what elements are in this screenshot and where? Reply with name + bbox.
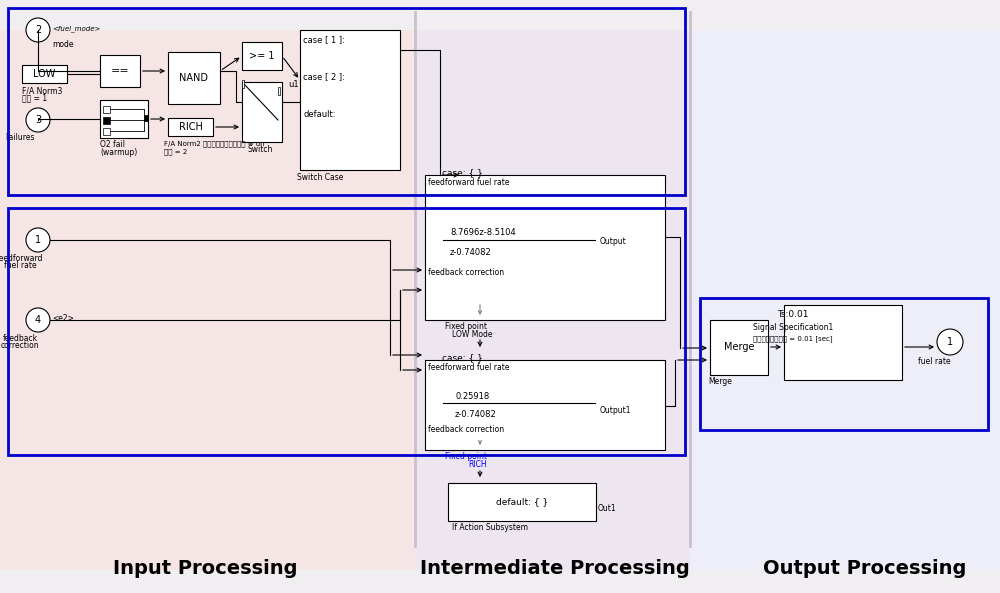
Text: 1: 1 — [947, 337, 953, 347]
Text: Fixed point: Fixed point — [445, 452, 487, 461]
Text: 8.7696z-8.5104: 8.7696z-8.5104 — [450, 228, 516, 237]
Text: Switch: Switch — [248, 145, 273, 154]
Bar — [144, 115, 148, 121]
Bar — [0, 30, 415, 570]
Text: Input Processing: Input Processing — [113, 559, 297, 578]
Text: ==: == — [111, 66, 129, 76]
Bar — [300, 30, 400, 170]
Text: Fixed point: Fixed point — [445, 322, 487, 331]
Text: Ts:0.01: Ts:0.01 — [777, 310, 809, 319]
Text: feedforward fuel rate: feedforward fuel rate — [428, 363, 510, 372]
Bar — [168, 52, 220, 104]
Circle shape — [26, 228, 50, 252]
Text: (warmup): (warmup) — [100, 148, 137, 157]
Bar — [415, 30, 690, 570]
Text: 2: 2 — [35, 25, 41, 35]
Text: LOW Mode: LOW Mode — [452, 330, 492, 339]
Text: u1: u1 — [288, 80, 299, 89]
Bar — [242, 42, 282, 70]
Text: F/A Norm3: F/A Norm3 — [22, 86, 62, 95]
Text: default:: default: — [303, 110, 336, 119]
Bar — [700, 298, 988, 430]
Bar — [710, 320, 768, 375]
Bar — [103, 106, 110, 113]
Text: RICH: RICH — [468, 460, 487, 469]
Bar — [100, 100, 148, 138]
Text: RICH: RICH — [179, 122, 202, 132]
Text: 定数 = 2: 定数 = 2 — [164, 148, 187, 155]
Bar — [22, 65, 67, 83]
Bar — [242, 82, 282, 142]
Text: feedback: feedback — [2, 334, 38, 343]
Bar — [425, 175, 665, 320]
Text: Output Processing: Output Processing — [763, 559, 967, 578]
Text: Merge: Merge — [708, 377, 732, 386]
Text: 3: 3 — [35, 115, 41, 125]
Bar — [100, 55, 140, 87]
Text: LOW: LOW — [33, 69, 56, 79]
Text: 0.25918: 0.25918 — [455, 392, 489, 401]
Text: F/A Norm2 整数でオーバーフロー = on: F/A Norm2 整数でオーバーフロー = on — [164, 140, 265, 146]
Text: 4: 4 — [35, 315, 41, 325]
Text: Merge: Merge — [724, 343, 754, 352]
Bar — [242, 80, 244, 88]
Text: Intermediate Processing: Intermediate Processing — [420, 559, 690, 578]
Circle shape — [26, 108, 50, 132]
Bar — [103, 117, 110, 124]
Text: 定数 = 1: 定数 = 1 — [22, 93, 47, 102]
Text: Output1: Output1 — [600, 406, 632, 415]
Text: z-0.74082: z-0.74082 — [450, 248, 492, 257]
Bar — [8, 208, 685, 455]
Text: fuel rate: fuel rate — [4, 261, 36, 270]
Text: mode: mode — [52, 40, 74, 49]
Circle shape — [26, 18, 50, 42]
Text: 1: 1 — [35, 235, 41, 245]
Circle shape — [26, 308, 50, 332]
Text: NAND: NAND — [180, 73, 208, 83]
Text: fuel rate: fuel rate — [918, 357, 950, 366]
Text: case [ 2 ]:: case [ 2 ]: — [303, 72, 345, 81]
Bar — [168, 118, 213, 136]
Text: <fuel_mode>: <fuel_mode> — [52, 25, 100, 32]
Bar — [425, 360, 665, 450]
Text: case: { }: case: { } — [442, 168, 482, 177]
Text: >= 1: >= 1 — [249, 51, 275, 61]
Text: Output: Output — [600, 237, 627, 246]
Bar — [690, 30, 1000, 570]
Bar — [278, 87, 280, 95]
Text: O2 fail: O2 fail — [100, 140, 125, 149]
Text: case [ 1 ]:: case [ 1 ]: — [303, 35, 345, 44]
Text: <e2>: <e2> — [52, 314, 74, 323]
Circle shape — [937, 329, 963, 355]
Text: Switch Case: Switch Case — [297, 173, 343, 182]
Bar — [448, 483, 596, 521]
Text: default: { }: default: { } — [496, 498, 548, 506]
Text: case: { }: case: { } — [442, 353, 482, 362]
Text: feedforward fuel rate: feedforward fuel rate — [428, 178, 510, 187]
Text: サンプリング時間 = 0.01 [sec]: サンプリング時間 = 0.01 [sec] — [753, 335, 833, 342]
Text: If Action Subsystem: If Action Subsystem — [452, 523, 528, 532]
Bar — [103, 128, 110, 135]
Text: correction: correction — [1, 341, 39, 350]
Text: Out1: Out1 — [598, 504, 617, 513]
Text: feedforward: feedforward — [0, 254, 43, 263]
Bar — [784, 305, 902, 380]
Text: Failures: Failures — [5, 133, 35, 142]
Text: Signal Specification1: Signal Specification1 — [753, 323, 833, 332]
Text: feedback correction: feedback correction — [428, 425, 504, 434]
Bar — [8, 8, 685, 195]
Text: feedback correction: feedback correction — [428, 268, 504, 277]
Text: z-0.74082: z-0.74082 — [455, 410, 497, 419]
